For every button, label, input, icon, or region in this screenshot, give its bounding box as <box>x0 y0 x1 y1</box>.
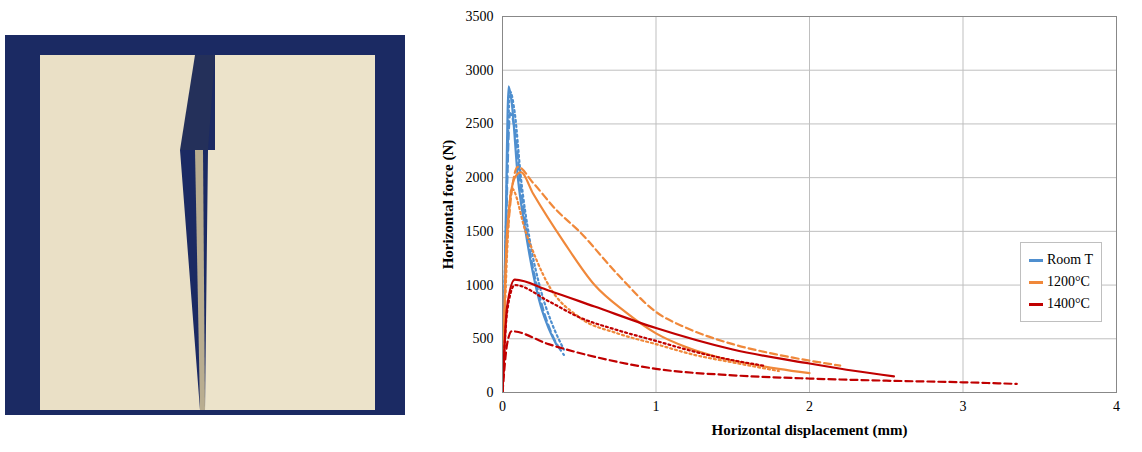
svg-text:Horizontal force (N): Horizontal force (N) <box>440 140 457 270</box>
svg-text:0: 0 <box>499 399 506 414</box>
svg-text:3000: 3000 <box>466 63 494 78</box>
html-text:1200°C: 1200°C <box>1047 274 1090 289</box>
svg-text:1000: 1000 <box>466 278 494 293</box>
svg-text:Horizontal displacement (mm): Horizontal displacement (mm) <box>712 422 908 439</box>
svg-text:2000: 2000 <box>466 170 494 185</box>
svg-text:3: 3 <box>960 399 967 414</box>
html-text:Room T: Room T <box>1047 252 1093 267</box>
svg-text:500: 500 <box>473 331 494 346</box>
svg-text:4: 4 <box>1113 399 1120 414</box>
html-text:1400°C: 1400°C <box>1047 296 1090 311</box>
svg-text:1: 1 <box>653 399 660 414</box>
svg-text:2: 2 <box>806 399 813 414</box>
svg-text:1500: 1500 <box>466 224 494 239</box>
svg-text:3500: 3500 <box>466 9 494 24</box>
svg-text:2500: 2500 <box>466 116 494 131</box>
svg-text:0: 0 <box>487 385 494 400</box>
